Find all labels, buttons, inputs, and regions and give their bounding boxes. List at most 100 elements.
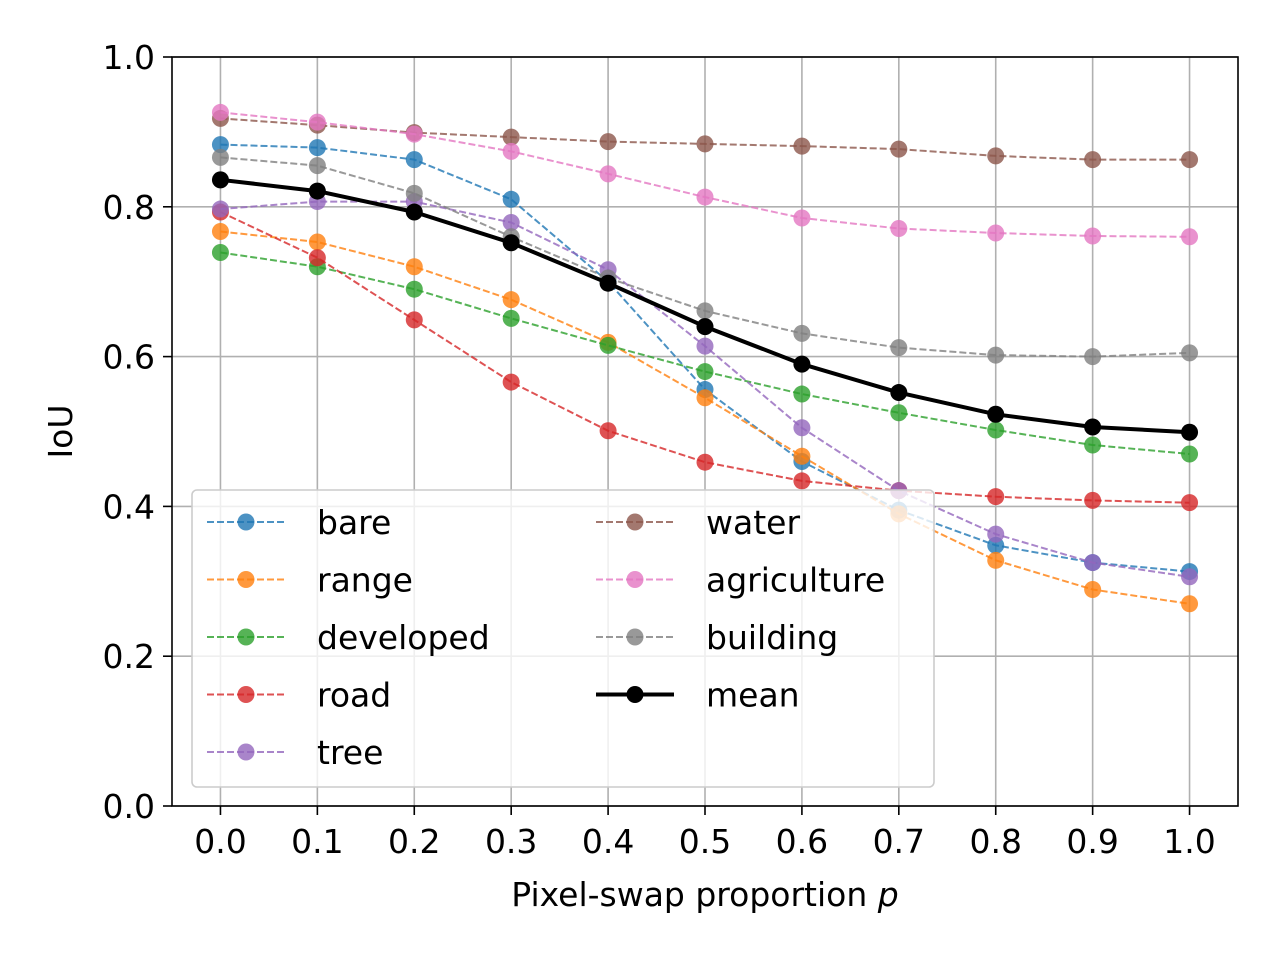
data-point-range [1084, 581, 1102, 599]
data-point-bare [308, 139, 326, 157]
data-point-water [793, 137, 811, 155]
data-point-mean [502, 234, 520, 252]
legend-swatch-marker [237, 686, 255, 703]
data-point-range [211, 223, 229, 241]
legend-label: tree [317, 733, 383, 772]
legend-swatch-marker [237, 513, 255, 531]
data-point-water [696, 135, 714, 153]
x-axis-label-text: Pixel-swap proportion [511, 875, 877, 914]
data-point-range [987, 551, 1005, 569]
data-point-range [308, 233, 326, 251]
x-tick-label: 0.3 [485, 822, 537, 861]
data-point-tree [502, 214, 520, 232]
legend-item-developed: developed [207, 618, 490, 657]
x-axis-label-variable: p [877, 875, 899, 914]
x-tick-label: 0.8 [969, 822, 1021, 861]
data-point-developed [1181, 445, 1199, 463]
legend-label: agriculture [706, 561, 885, 600]
data-point-mean [599, 274, 617, 292]
series-line-road [220, 211, 1190, 504]
data-point-bare [405, 151, 423, 169]
data-point-building [793, 324, 811, 342]
data-point-agriculture [793, 209, 811, 227]
data-point-developed [793, 385, 811, 403]
series-developed [211, 243, 1199, 463]
series-tree [211, 193, 1199, 586]
legend-label: mean [706, 676, 800, 715]
data-point-water [890, 140, 908, 158]
legend-label: road [317, 676, 391, 715]
data-point-agriculture [987, 224, 1005, 242]
data-point-agriculture [405, 125, 423, 143]
x-tick-label: 0.9 [1066, 822, 1118, 861]
data-point-range [696, 389, 714, 407]
data-point-range [793, 447, 811, 465]
data-point-mean [696, 318, 714, 336]
data-point-developed [211, 243, 229, 261]
data-point-road [696, 453, 714, 471]
data-point-water [599, 133, 617, 151]
data-point-building [1084, 348, 1102, 366]
data-point-developed [890, 404, 908, 422]
x-tick-label: 0.4 [582, 822, 634, 861]
data-point-road [502, 373, 520, 391]
legend-swatch-marker [237, 571, 255, 588]
x-tick-label: 0.6 [776, 822, 828, 861]
data-point-road [987, 488, 1005, 506]
legend-item-water: water [596, 503, 800, 542]
legend-swatch-marker [237, 628, 255, 646]
series-lines [211, 103, 1199, 613]
data-point-water [502, 128, 520, 146]
series-mean [211, 171, 1199, 441]
data-point-developed [696, 363, 714, 381]
data-point-tree [987, 525, 1005, 543]
data-point-range [405, 258, 423, 276]
data-point-building [890, 339, 908, 357]
legend-label: developed [317, 618, 490, 657]
y-tick-label: 0.4 [103, 487, 155, 526]
x-tick-label: 0.5 [679, 822, 731, 861]
series-line-range [220, 230, 1190, 605]
legend-label: range [317, 561, 413, 600]
data-point-building [987, 346, 1005, 364]
data-point-bare [211, 136, 229, 154]
data-point-tree [1181, 568, 1199, 586]
data-point-mean [1084, 418, 1102, 436]
legend-swatch-marker [626, 513, 644, 531]
y-tick-label: 0.2 [103, 637, 155, 676]
data-point-road [405, 311, 423, 329]
legend-item-bare: bare [207, 503, 391, 542]
legend: bare range developed road tree water agricultu… [191, 489, 935, 788]
axis-ticks: 0.0 0.1 0.2 0.3 0.4 0.5 0.6 0.7 0.8 0.9 1.0 0.0 0.2 0… [103, 38, 1216, 861]
data-point-developed [405, 280, 423, 298]
y-tick-label: 1.0 [103, 38, 155, 77]
data-point-agriculture [890, 220, 908, 238]
data-point-building [308, 157, 326, 175]
data-point-tree [793, 419, 811, 437]
series-building [211, 148, 1199, 366]
y-tick-label: 0.8 [103, 188, 155, 227]
legend-item-agriculture: agriculture [596, 561, 885, 600]
data-point-water [987, 147, 1005, 165]
legend-swatch-marker [626, 628, 644, 646]
x-tick-label: 1.0 [1163, 822, 1215, 861]
data-point-road [793, 472, 811, 490]
x-tick-label: 0.7 [873, 822, 925, 861]
data-point-agriculture [1181, 228, 1199, 246]
data-point-road [599, 422, 617, 440]
data-point-mean [890, 384, 908, 402]
legend-item-range: range [207, 561, 413, 600]
data-point-building [211, 148, 229, 166]
legend-swatch-marker [626, 686, 644, 703]
data-point-range [1181, 595, 1199, 613]
data-point-road [1084, 491, 1102, 509]
data-point-road [308, 249, 326, 267]
data-point-agriculture [211, 103, 229, 121]
data-point-developed [987, 421, 1005, 439]
data-point-bare [502, 190, 520, 208]
legend-item-building: building [596, 618, 838, 657]
x-tick-label: 0.0 [194, 822, 246, 861]
series-line-developed [220, 251, 1190, 455]
legend-label: bare [317, 503, 391, 542]
